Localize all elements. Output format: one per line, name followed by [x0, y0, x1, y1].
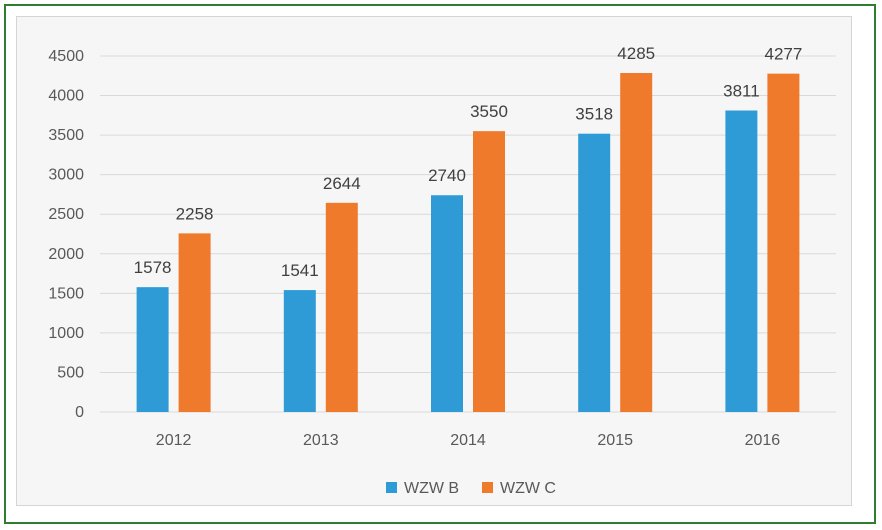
data-label: 3811	[723, 82, 760, 101]
gridlines	[100, 55, 836, 413]
data-label: 2258	[176, 204, 214, 223]
x-tick-label: 2016	[745, 432, 781, 449]
bar-wzw-b-2012	[136, 287, 169, 412]
bar-wzw-b-2015	[578, 133, 611, 412]
bar-wzw-c-2013	[325, 202, 358, 412]
data-label: 3550	[470, 102, 508, 121]
y-tick-label: 1500	[48, 285, 84, 302]
bar-wzw-b-2013	[283, 290, 316, 412]
data-label: 2740	[428, 166, 466, 185]
data-label: 4277	[764, 45, 802, 64]
legend-label-wzw-c: WZW C	[500, 480, 556, 497]
y-tick-label: 0	[75, 404, 84, 421]
y-tick-label: 4000	[48, 88, 84, 105]
y-tick-label: 4500	[48, 48, 84, 65]
x-tick-label: 2015	[597, 432, 633, 449]
bar-wzw-b-2014	[431, 195, 463, 412]
x-tick-label: 2014	[450, 432, 486, 449]
y-axis-ticks: 0 500 1000 1500 2000 2500 3000 3500 4000 4500	[48, 48, 84, 421]
bar-wzw-c-2015	[620, 73, 653, 413]
bar-wzw-c-2016	[767, 73, 800, 412]
bars	[136, 73, 800, 413]
data-label: 1541	[281, 261, 319, 280]
y-tick-label: 3500	[48, 127, 84, 144]
data-label: 3518	[575, 105, 613, 124]
data-label: 1578	[134, 258, 172, 277]
bar-wzw-c-2012	[178, 233, 211, 412]
x-tick-label: 2012	[156, 432, 192, 449]
y-tick-label: 1000	[48, 325, 84, 342]
x-axis-ticks: 2012 2013 2014 2015 2016	[156, 432, 780, 449]
bar-wzw-b-2016	[725, 110, 758, 412]
legend-label-wzw-b: WZW B	[404, 480, 459, 497]
legend-swatch-wzw-b	[386, 482, 397, 493]
y-tick-label: 3000	[48, 167, 84, 184]
y-tick-label: 2500	[48, 206, 84, 223]
data-label: 2644	[323, 174, 361, 193]
legend-swatch-wzw-c	[482, 482, 493, 493]
y-tick-label: 500	[57, 364, 84, 381]
x-tick-label: 2013	[303, 432, 339, 449]
data-label: 4285	[617, 44, 655, 63]
legend: WZW B WZW C	[386, 480, 556, 497]
y-tick-label: 2000	[48, 246, 84, 263]
bar-wzw-c-2014	[473, 131, 505, 412]
